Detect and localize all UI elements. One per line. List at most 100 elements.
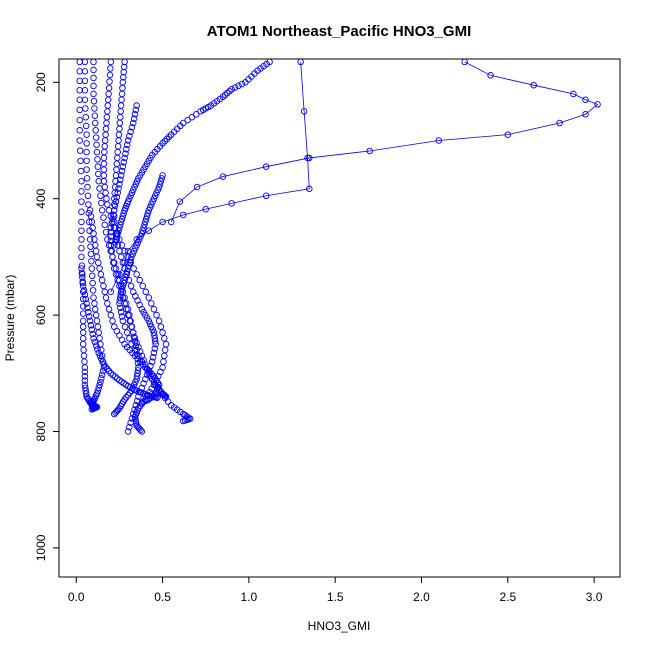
data-point (127, 259, 134, 266)
data-point (94, 346, 101, 353)
data-point (109, 215, 116, 223)
data-point (100, 154, 108, 162)
data-point (109, 218, 116, 226)
y-axis-label: Pressure (mbar) (3, 275, 17, 362)
data-point (128, 189, 136, 197)
data-point (107, 288, 115, 296)
data-point (366, 147, 373, 155)
series (78, 265, 161, 401)
data-point (112, 198, 120, 205)
data-point (161, 392, 169, 400)
data-point (435, 137, 443, 144)
x-axis: 0.0 0.5 1.0 1.5 2.0 2.5 3.0 (68, 577, 603, 604)
data-point (161, 137, 168, 145)
data-point (91, 112, 99, 119)
data-point (119, 163, 127, 170)
data-point (82, 105, 89, 112)
data-point (84, 192, 92, 200)
data-point (176, 198, 184, 205)
data-point (151, 338, 159, 345)
data-point (100, 282, 107, 290)
data-point (91, 105, 98, 112)
data-point (161, 335, 168, 342)
data-point (158, 175, 165, 182)
data-point (114, 276, 121, 284)
data-point (140, 380, 147, 387)
data-point (80, 352, 88, 360)
data-point (148, 300, 155, 307)
data-point (83, 175, 91, 182)
data-point (121, 247, 128, 255)
data-point (79, 274, 86, 281)
data-point (109, 371, 117, 379)
data-point (84, 304, 91, 312)
data-point (120, 209, 127, 217)
data-point (148, 358, 156, 365)
data-point (121, 300, 128, 307)
data-point (139, 282, 146, 290)
data-point (112, 271, 120, 278)
data-point (242, 79, 249, 86)
data-point (117, 308, 125, 316)
data-point (95, 259, 102, 266)
data-point (76, 68, 83, 75)
data-point (150, 306, 158, 313)
data-point (85, 308, 92, 316)
data-point (202, 205, 209, 213)
data-point (104, 365, 111, 373)
series (110, 59, 159, 435)
data-point (153, 189, 160, 197)
data-point (117, 221, 124, 229)
data-point (159, 329, 166, 336)
data-point (149, 326, 156, 333)
data-point (126, 311, 133, 319)
data-point (127, 282, 135, 290)
data-point (78, 265, 85, 272)
data-point (113, 160, 121, 168)
data-point (113, 193, 121, 201)
data-point (114, 241, 121, 249)
data-point (193, 183, 201, 191)
data-point (105, 306, 113, 313)
data-point (235, 82, 242, 90)
data-point (180, 211, 187, 219)
data-point (148, 323, 155, 330)
data-point (80, 346, 87, 354)
data-point (76, 127, 83, 134)
data-point (88, 406, 96, 413)
x-tick-label: 1.0 (241, 590, 258, 604)
data-point (79, 323, 87, 330)
data-point (129, 186, 137, 194)
data-point (145, 207, 153, 214)
data-point (82, 122, 90, 130)
data-point (124, 391, 132, 399)
data-point (160, 358, 167, 365)
data-point (145, 294, 153, 301)
data-point (123, 145, 130, 153)
data-point (84, 183, 91, 191)
y-tick-label: 1000 (34, 534, 48, 561)
data-point (109, 317, 116, 325)
data-point (79, 278, 86, 285)
data-point (121, 154, 128, 162)
data-point (137, 426, 144, 434)
data-point (123, 141, 131, 149)
data-point (80, 287, 88, 294)
data-point (92, 342, 100, 349)
data-point (78, 227, 85, 234)
data-point (78, 236, 85, 243)
data-point (96, 265, 103, 272)
data-point (79, 317, 87, 325)
data-point (132, 244, 139, 252)
data-point (93, 317, 101, 325)
data-point (123, 271, 131, 278)
data-point (100, 166, 108, 173)
data-point (83, 166, 90, 173)
data-point (150, 349, 158, 357)
data-point (81, 364, 89, 371)
data-point (101, 148, 108, 156)
data-point (94, 156, 101, 163)
data-point (124, 253, 131, 261)
data-point (81, 368, 89, 376)
data-point (94, 323, 102, 330)
